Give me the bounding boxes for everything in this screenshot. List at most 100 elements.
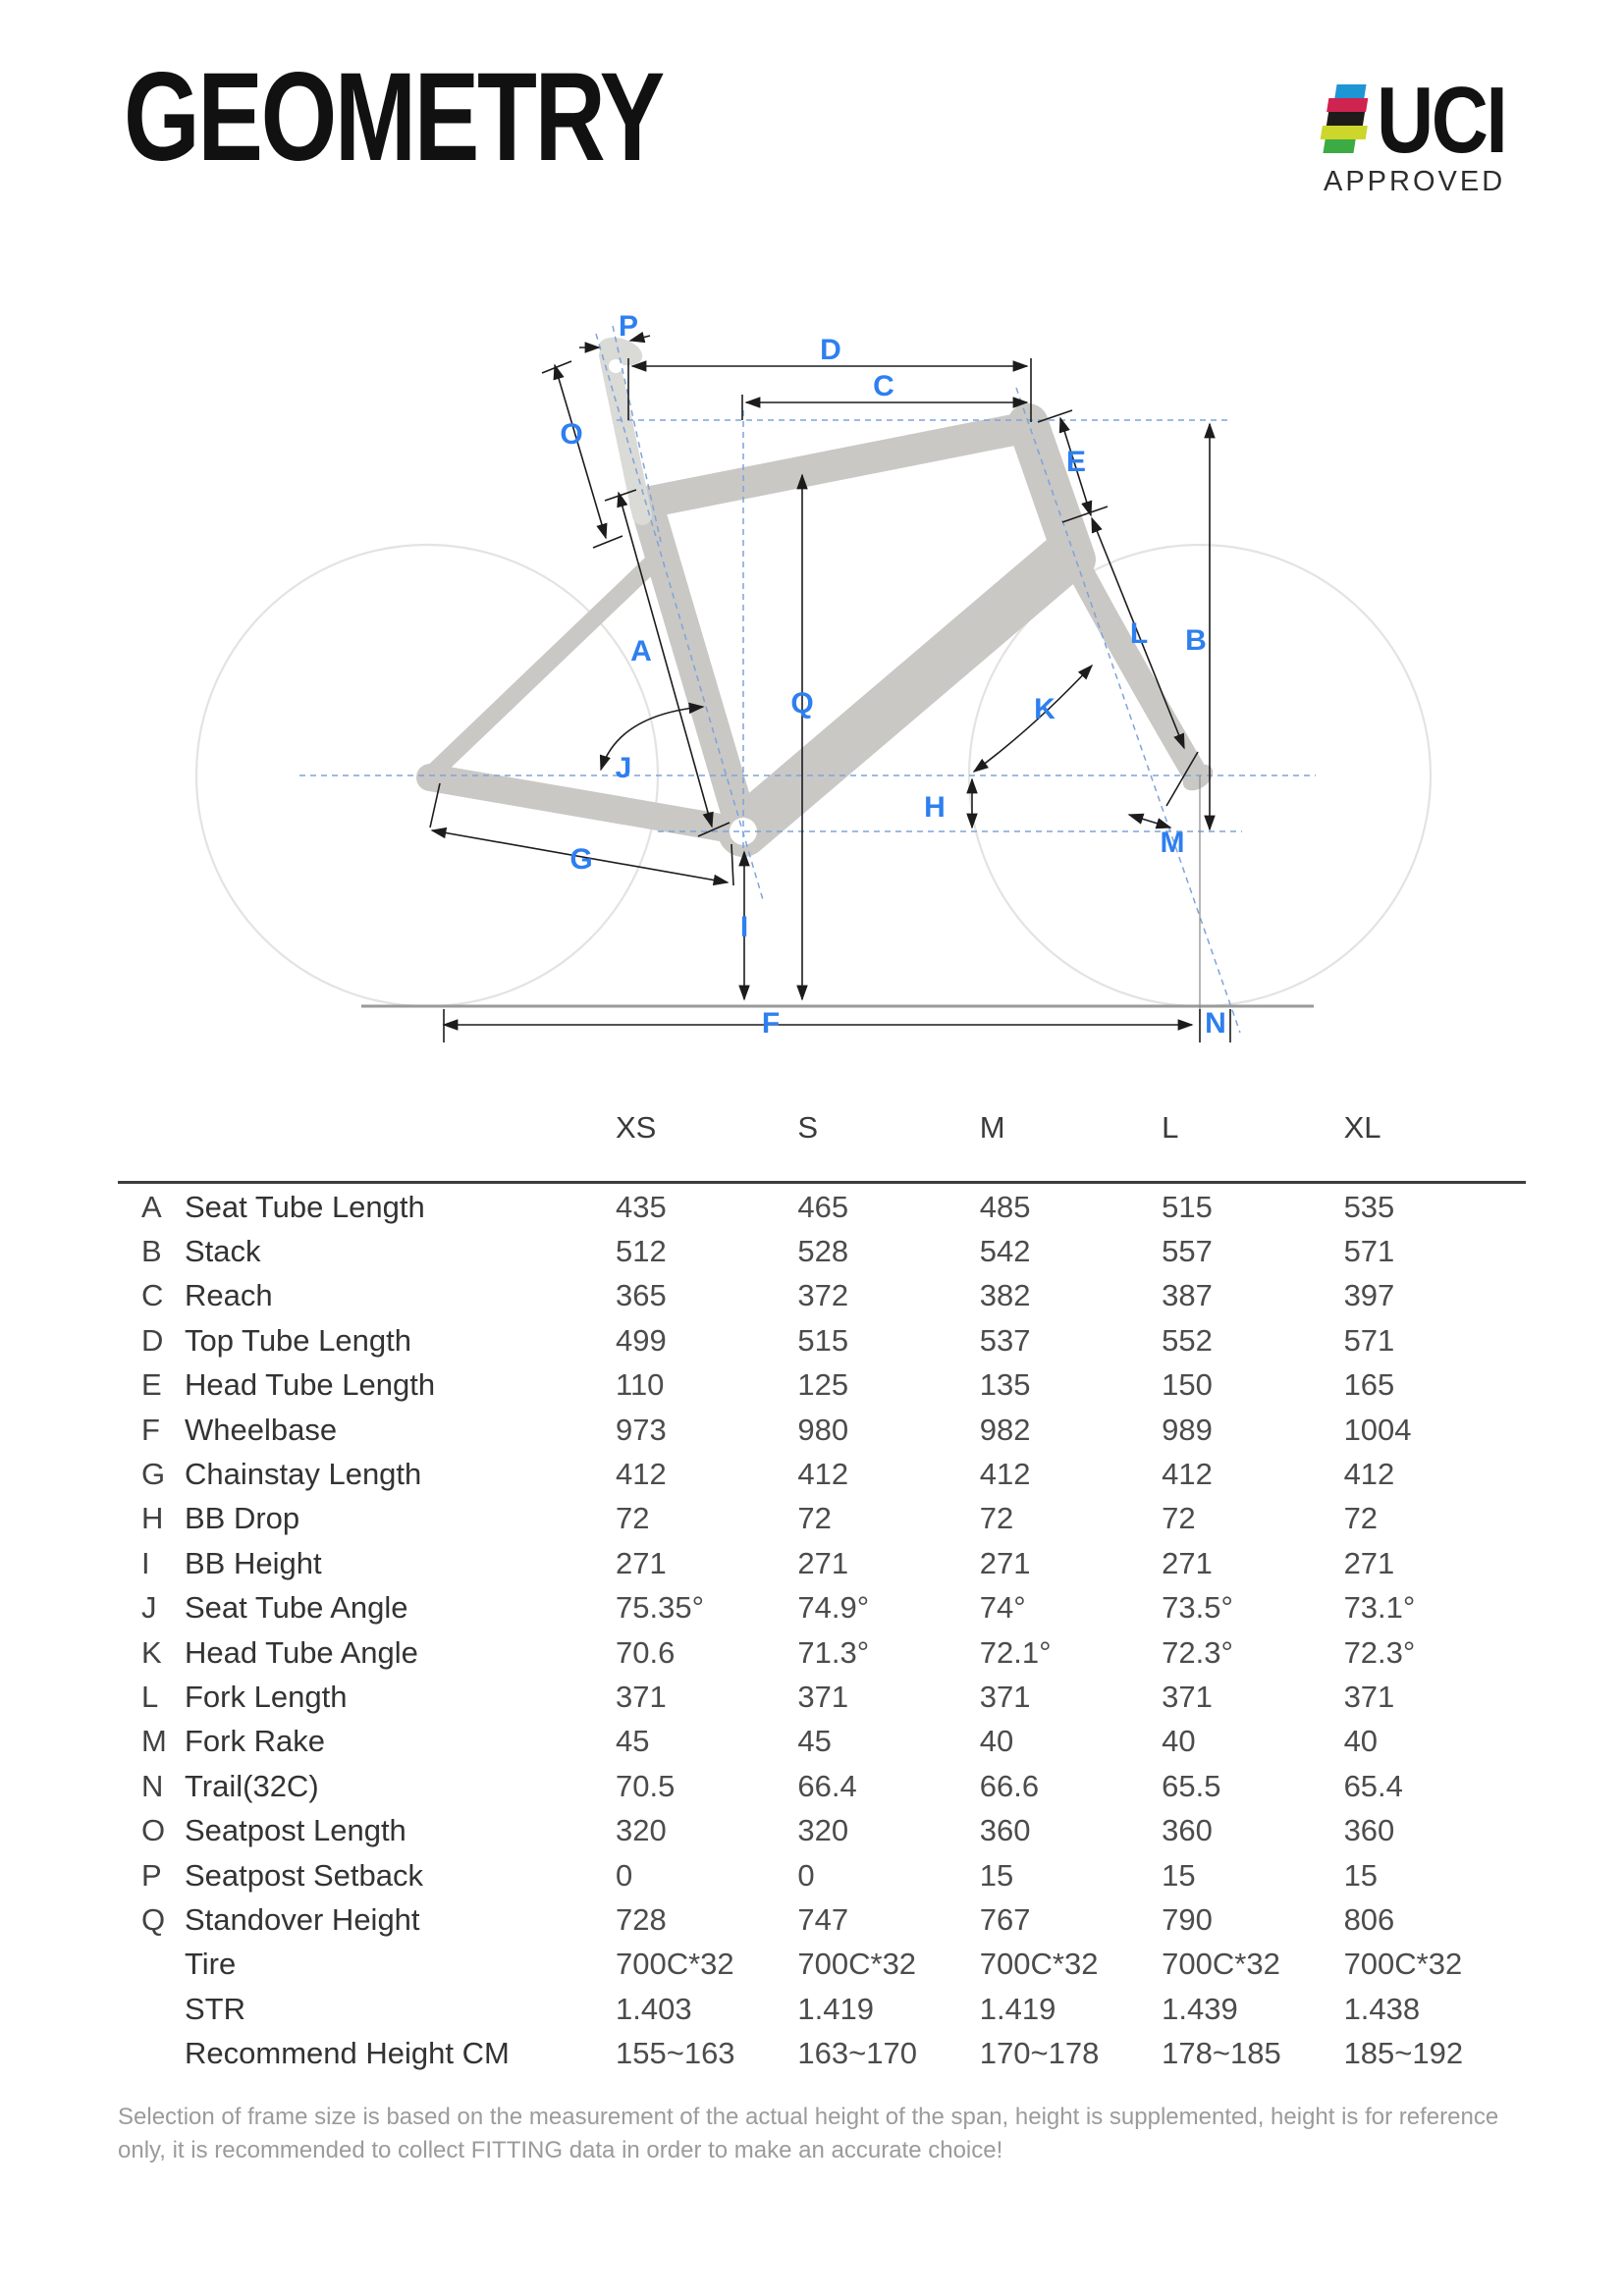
row-label: Chainstay Length (185, 1457, 422, 1492)
table-row: Tire 700C*32 700C*32 700C*32 700C*32 700C*32 (118, 1943, 1526, 1987)
table-row: J Seat Tube Angle 75.35° 74.9° 74° 73.5° 73.1° (118, 1586, 1526, 1630)
uci-stripe-green (1323, 139, 1356, 153)
table-row: F Wheelbase 973 980 982 989 1004 (118, 1408, 1526, 1452)
row-label: Stack (185, 1234, 261, 1269)
uci-stripe-yellow (1320, 126, 1368, 139)
row-value: 387 (1162, 1278, 1213, 1313)
row-value: 75.35° (616, 1590, 704, 1626)
row-value: 1.419 (797, 1991, 874, 2026)
row-value: 1.403 (616, 1991, 692, 2026)
row-value: 72 (979, 1501, 1014, 1536)
row-value: 571 (1343, 1322, 1395, 1358)
row-letter: E (141, 1367, 162, 1403)
row-value: 700C*32 (1343, 1947, 1463, 1982)
row-letter: F (141, 1412, 160, 1447)
row-value: 371 (797, 1679, 849, 1714)
row-value: 45 (797, 1724, 832, 1759)
row-letter: I (141, 1545, 150, 1580)
table-row: Recommend Height CM 155~163 163~170 170~178… (118, 2031, 1526, 2075)
row-value: 973 (616, 1412, 667, 1447)
row-value: 65.4 (1343, 1768, 1403, 1803)
row-value: 700C*32 (979, 1947, 1099, 1982)
row-value: 767 (979, 1901, 1031, 1937)
row-value: 15 (979, 1857, 1014, 1893)
table-row: STR 1.403 1.419 1.419 1.439 1.438 (118, 1987, 1526, 2031)
diagram-label-O: O (560, 418, 582, 451)
row-value: 65.5 (1162, 1768, 1221, 1803)
row-value: 110 (616, 1367, 665, 1403)
row-value: 0 (616, 1857, 633, 1893)
row-label: Reach (185, 1278, 273, 1313)
row-value: 515 (797, 1322, 849, 1358)
table-row: H BB Drop 72 72 72 72 72 (118, 1497, 1526, 1541)
row-value: 45 (616, 1724, 650, 1759)
row-value: 66.6 (979, 1768, 1040, 1803)
row-value: 412 (1162, 1457, 1213, 1492)
row-value: 40 (1162, 1724, 1196, 1759)
row-letter: L (141, 1679, 159, 1714)
row-value: 515 (1162, 1189, 1213, 1224)
row-value: 980 (797, 1412, 849, 1447)
row-value: 66.4 (797, 1768, 857, 1803)
diagram-label-N: N (1205, 1007, 1226, 1040)
row-value: 170~178 (979, 2036, 1100, 2071)
row-letter: Q (141, 1901, 166, 1937)
row-letter: P (141, 1857, 162, 1893)
row-value: 728 (616, 1901, 667, 1937)
diagram-label-K: K (1034, 693, 1056, 725)
row-letter: M (141, 1724, 167, 1759)
table-row: N Trail(32C) 70.5 66.4 66.6 65.5 65.4 (118, 1764, 1526, 1808)
geometry-table: XS S M L XL A Seat Tube Length 435 465 485 515 535… (118, 1105, 1526, 2076)
row-value: 557 (1162, 1234, 1213, 1269)
row-value: 700C*32 (616, 1947, 734, 1982)
row-value: 499 (616, 1322, 667, 1358)
row-value: 320 (797, 1813, 849, 1848)
diagram-label-G: G (569, 843, 592, 876)
row-value: 360 (979, 1813, 1031, 1848)
geometry-diagram: P DC O E A L B Q K J H M G I F N (194, 310, 1433, 1042)
table-row: C Reach 365 372 382 387 397 (118, 1274, 1526, 1318)
row-value: 435 (616, 1189, 667, 1224)
row-value: 271 (1162, 1545, 1213, 1580)
row-value: 790 (1162, 1901, 1213, 1937)
row-letter: O (141, 1813, 166, 1848)
size-header-xs: XS (616, 1110, 657, 1145)
row-value: 982 (979, 1412, 1031, 1447)
row-value: 512 (616, 1234, 667, 1269)
row-value: 271 (616, 1545, 667, 1580)
size-header-row: XS S M L XL (118, 1105, 1526, 1150)
size-selection-note: Selection of frame size is based on the … (118, 2104, 1499, 2163)
page-title: GEOMETRY (124, 47, 665, 187)
row-label: Seatpost Setback (185, 1857, 423, 1893)
row-label: Seat Tube Length (185, 1189, 425, 1224)
row-value: 412 (616, 1457, 667, 1492)
row-value: 1.419 (979, 1991, 1056, 2026)
table-row: D Top Tube Length 499 515 537 552 571 (118, 1318, 1526, 1362)
diagram-label-Q: Q (790, 687, 813, 720)
diagram-label-P: P (619, 310, 638, 343)
table-row: B Stack 512 528 542 557 571 (118, 1229, 1526, 1273)
row-value: 747 (797, 1901, 849, 1937)
table-row: M Fork Rake 45 45 40 40 40 (118, 1720, 1526, 1764)
table-header-rule (118, 1181, 1526, 1184)
row-letter: H (141, 1501, 164, 1536)
row-value: 371 (1343, 1679, 1395, 1714)
construction-lines (299, 325, 1316, 1034)
row-value: 537 (979, 1322, 1031, 1358)
table-row: G Chainstay Length 412 412 412 412 412 (118, 1452, 1526, 1496)
table-row: O Seatpost Length 320 320 360 360 360 (118, 1808, 1526, 1852)
row-value: 485 (979, 1189, 1031, 1224)
row-value: 72 (1162, 1501, 1196, 1536)
row-label: Tire (185, 1947, 237, 1982)
row-value: 72 (616, 1501, 650, 1536)
row-label: Wheelbase (185, 1412, 338, 1447)
seatpost (598, 337, 652, 525)
diagram-label-M: M (1161, 827, 1185, 859)
row-value: 185~192 (1343, 2036, 1464, 2071)
table-row: I BB Height 271 271 271 271 271 (118, 1541, 1526, 1585)
row-value: 320 (616, 1813, 667, 1848)
row-value: 15 (1343, 1857, 1379, 1893)
row-value: 465 (797, 1189, 849, 1224)
row-value: 15 (1162, 1857, 1196, 1893)
